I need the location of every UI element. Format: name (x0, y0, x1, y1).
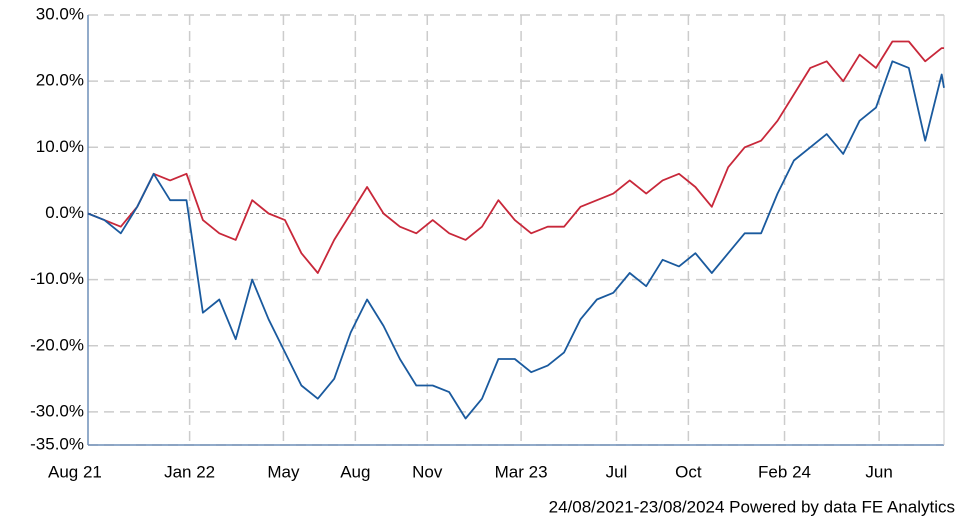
y-tick-label: 20.0% (36, 71, 84, 90)
x-tick-label: Jun (865, 462, 892, 481)
x-tick-label: May (267, 462, 300, 481)
x-tick-label: Mar 23 (495, 462, 548, 481)
x-tick-label: Aug (340, 462, 370, 481)
series-line (87, 60, 945, 420)
x-tick-label: Aug 21 (48, 462, 102, 481)
y-tick-label: -35.0% (30, 434, 84, 453)
y-tick-label: 30.0% (36, 4, 84, 23)
y-tick-label: 10.0% (36, 137, 84, 156)
series-line (87, 40, 944, 274)
y-tick-label: -30.0% (30, 401, 84, 420)
x-tick-label: Nov (412, 462, 443, 481)
y-tick-label: 0.0% (45, 203, 84, 222)
x-tick-label: Oct (675, 462, 702, 481)
caption: 24/08/2021-23/08/2024 Powered by data FE… (549, 497, 955, 516)
y-tick-label: -10.0% (30, 269, 84, 288)
x-tick-label: Feb 24 (758, 462, 811, 481)
x-tick-label: Jan 22 (164, 462, 215, 481)
x-tick-label: Jul (606, 462, 628, 481)
y-tick-label: -20.0% (30, 335, 84, 354)
